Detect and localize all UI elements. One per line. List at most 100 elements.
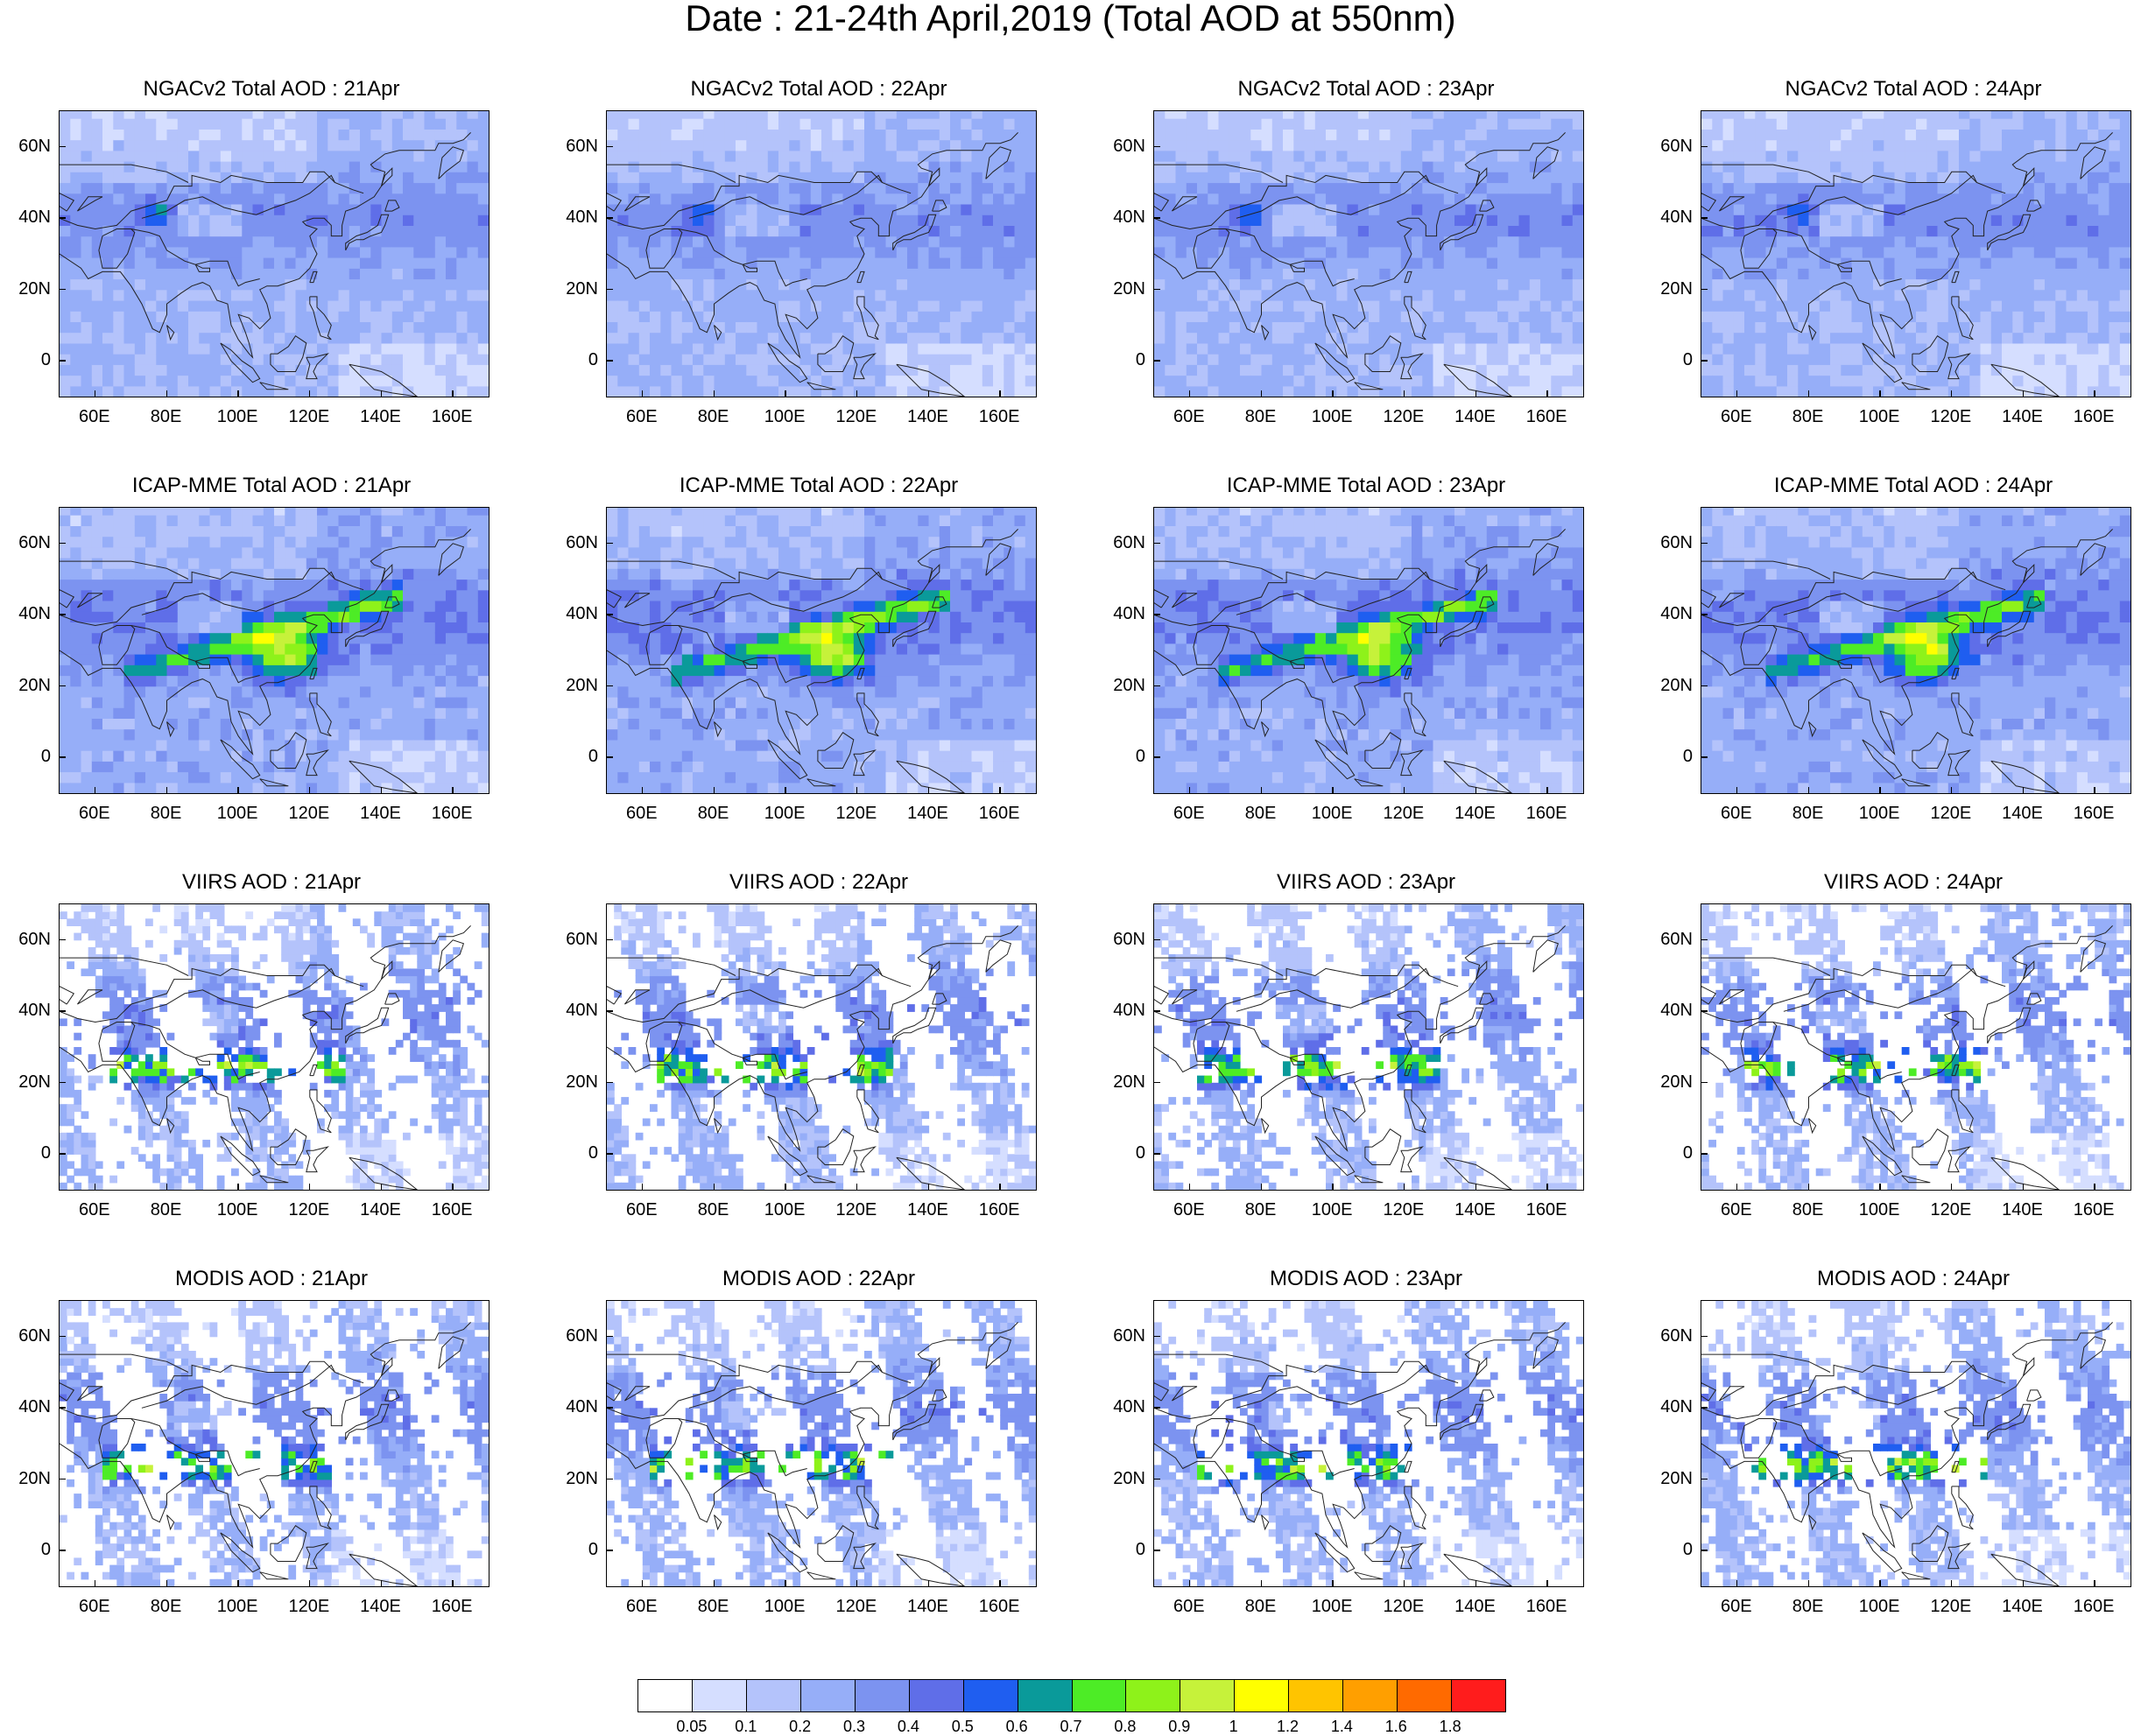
lon-tick-mark	[237, 1580, 239, 1587]
lon-tick-label: 120E	[1373, 1201, 1434, 1219]
colorbar-box	[1398, 1680, 1452, 1711]
lon-tick-mark	[1808, 1184, 1810, 1191]
lon-tick-label: 60E	[64, 408, 125, 425]
lon-tick-mark	[785, 787, 786, 794]
lat-tick-mark	[1153, 614, 1160, 615]
lat-tick-label: 20N	[0, 1470, 51, 1487]
lat-tick-mark	[59, 360, 66, 362]
colorbar-box	[1235, 1680, 1289, 1711]
lat-tick-mark	[1701, 685, 1708, 687]
main-title: Date : 21-24th April,2019 (Total AOD at …	[0, 0, 2141, 37]
lat-tick-label: 60N	[0, 534, 51, 552]
lat-tick-mark	[1153, 1407, 1160, 1409]
lat-tick-mark	[1701, 1153, 1708, 1155]
panel-title: MODIS AOD : 23Apr	[1095, 1269, 1637, 1290]
lon-tick-label: 60E	[611, 1598, 673, 1615]
map-frame	[606, 903, 1037, 1191]
lon-tick-mark	[642, 1580, 644, 1587]
colorbar-box	[964, 1680, 1018, 1711]
lon-tick-mark	[1404, 1580, 1405, 1587]
lon-tick-label: 60E	[64, 1598, 125, 1615]
lat-tick-label: 0	[547, 351, 598, 369]
lon-tick-mark	[309, 1580, 311, 1587]
lon-tick-label: 120E	[826, 805, 887, 822]
lat-tick-mark	[606, 360, 613, 362]
lon-tick-label: 100E	[754, 1598, 815, 1615]
lon-tick-label: 160E	[421, 1201, 482, 1219]
lon-tick-mark	[381, 787, 383, 794]
lat-tick-mark	[1153, 685, 1160, 687]
lat-tick-mark	[1153, 1010, 1160, 1012]
lon-tick-label: 140E	[350, 1598, 412, 1615]
lon-tick-label: 140E	[1445, 805, 1506, 822]
lat-tick-label: 40N	[547, 1398, 598, 1416]
lat-tick-mark	[606, 146, 613, 148]
lat-tick-mark	[59, 1010, 66, 1012]
lat-tick-label: 20N	[1642, 280, 1693, 298]
lat-tick-label: 0	[0, 351, 51, 369]
lat-tick-label: 60N	[547, 534, 598, 552]
lon-tick-label: 140E	[898, 408, 959, 425]
lon-tick-label: 100E	[207, 408, 268, 425]
lat-tick-label: 60N	[1095, 534, 1145, 552]
lon-tick-mark	[928, 787, 930, 794]
lat-tick-label: 0	[1095, 748, 1145, 765]
lat-tick-mark	[606, 1010, 613, 1012]
lon-tick-mark	[1736, 787, 1738, 794]
lat-tick-label: 40N	[0, 1002, 51, 1019]
lat-tick-mark	[1701, 756, 1708, 758]
lon-tick-mark	[1879, 1184, 1881, 1191]
lon-tick-label: 120E	[1920, 1598, 1982, 1615]
lon-tick-label: 60E	[1706, 805, 1767, 822]
map-frame	[1701, 110, 2131, 397]
lon-tick-mark	[999, 1184, 1001, 1191]
lon-tick-mark	[381, 1580, 383, 1587]
lon-tick-label: 160E	[1516, 805, 1577, 822]
map-frame	[606, 1300, 1037, 1587]
lon-tick-label: 140E	[1992, 408, 2053, 425]
lon-tick-label: 160E	[968, 1201, 1030, 1219]
aod-map	[607, 904, 1036, 1190]
lon-tick-label: 120E	[826, 408, 887, 425]
lat-tick-mark	[1153, 1082, 1160, 1084]
lon-tick-label: 120E	[1920, 805, 1982, 822]
lat-tick-mark	[606, 543, 613, 545]
map-frame	[606, 507, 1037, 794]
lon-tick-label: 100E	[207, 1201, 268, 1219]
map-frame	[1701, 1300, 2131, 1587]
lon-tick-label: 80E	[1230, 408, 1292, 425]
lat-tick-label: 60N	[1642, 931, 1693, 948]
lat-tick-mark	[1153, 360, 1160, 362]
lat-tick-label: 20N	[547, 1073, 598, 1091]
lat-tick-mark	[606, 1550, 613, 1551]
lon-tick-label: 60E	[1159, 1598, 1220, 1615]
lon-tick-label: 120E	[1920, 1201, 1982, 1219]
map-frame	[59, 507, 489, 794]
lat-tick-mark	[606, 217, 613, 219]
aod-map	[1154, 904, 1583, 1190]
lat-tick-mark	[1153, 939, 1160, 941]
lat-tick-label: 20N	[1642, 677, 1693, 694]
map-frame	[1153, 507, 1584, 794]
lon-tick-label: 160E	[2063, 1598, 2124, 1615]
lon-tick-mark	[166, 787, 168, 794]
lon-tick-label: 120E	[826, 1201, 887, 1219]
lat-tick-label: 40N	[0, 208, 51, 226]
lon-tick-mark	[2094, 1184, 2095, 1191]
lon-tick-mark	[309, 1184, 311, 1191]
lon-tick-mark	[452, 1184, 454, 1191]
lat-tick-label: 20N	[0, 677, 51, 694]
lat-tick-label: 60N	[547, 137, 598, 155]
lon-tick-mark	[1332, 787, 1334, 794]
map-frame	[1153, 110, 1584, 397]
lon-tick-mark	[1951, 1184, 1953, 1191]
panel-title: ICAP-MME Total AOD : 24Apr	[1642, 475, 2141, 496]
lon-tick-mark	[714, 787, 715, 794]
lon-tick-label: 80E	[1778, 1201, 1839, 1219]
aod-map	[60, 1301, 489, 1586]
lat-tick-mark	[1701, 939, 1708, 941]
lon-tick-label: 160E	[1516, 1598, 1577, 1615]
